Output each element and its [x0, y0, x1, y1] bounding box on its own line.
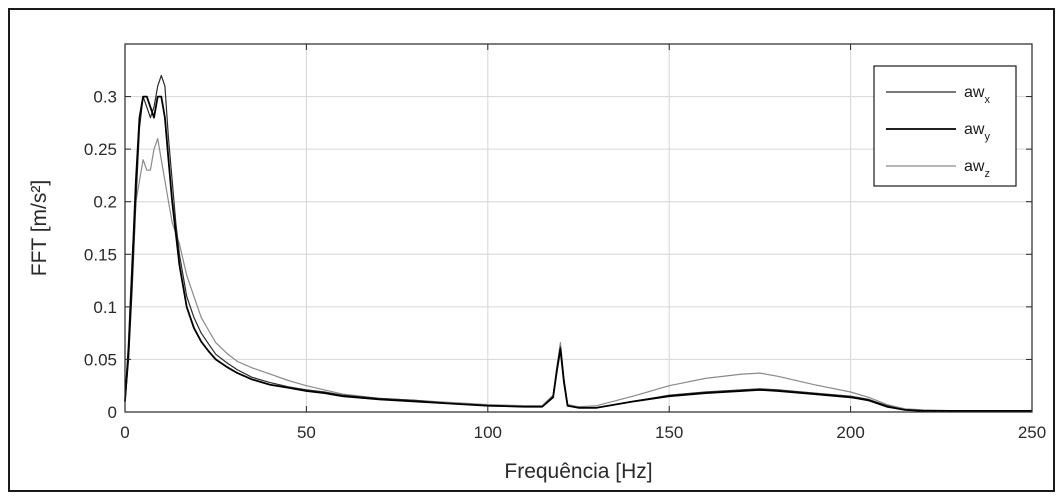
y-tick-label: 0.25 — [84, 140, 117, 159]
y-tick-label: 0 — [108, 403, 117, 422]
y-tick-label: 0.05 — [84, 350, 117, 369]
x-tick-label: 50 — [297, 423, 316, 442]
x-axis-label: Frequência [Hz] — [504, 460, 652, 483]
legend-label-aw-z: awz — [964, 158, 990, 180]
x-tick-label: 0 — [120, 423, 129, 442]
y-axis-label: FFT [m/s²] — [28, 180, 51, 276]
x-tick-label: 100 — [474, 423, 502, 442]
legend-label-subscript: z — [984, 168, 990, 180]
y-tick-label: 0.2 — [93, 193, 117, 212]
legend-label-main: aw — [964, 158, 985, 175]
legend-label-aw-x: awx — [964, 84, 990, 106]
legend-box — [873, 65, 1017, 187]
legend-label-aw-y: awy — [964, 121, 990, 143]
axes-box — [124, 43, 1033, 413]
legend-label-subscript: y — [984, 131, 990, 143]
x-tick-label: 250 — [1018, 423, 1046, 442]
series-line-aw-y — [124, 95, 1032, 412]
y-tick-label: 0.3 — [93, 88, 117, 107]
x-tick-label: 150 — [655, 423, 683, 442]
legend-label-main: aw — [964, 84, 985, 101]
series-line-aw-x — [124, 74, 1032, 412]
legend-label-main: aw — [964, 121, 985, 138]
y-tick-label: 0.1 — [93, 298, 117, 317]
x-tick-label: 200 — [836, 423, 864, 442]
series-line-aw-z — [124, 138, 1032, 412]
legend-label-subscript: x — [984, 94, 990, 106]
y-tick-label: 0.15 — [84, 245, 117, 264]
